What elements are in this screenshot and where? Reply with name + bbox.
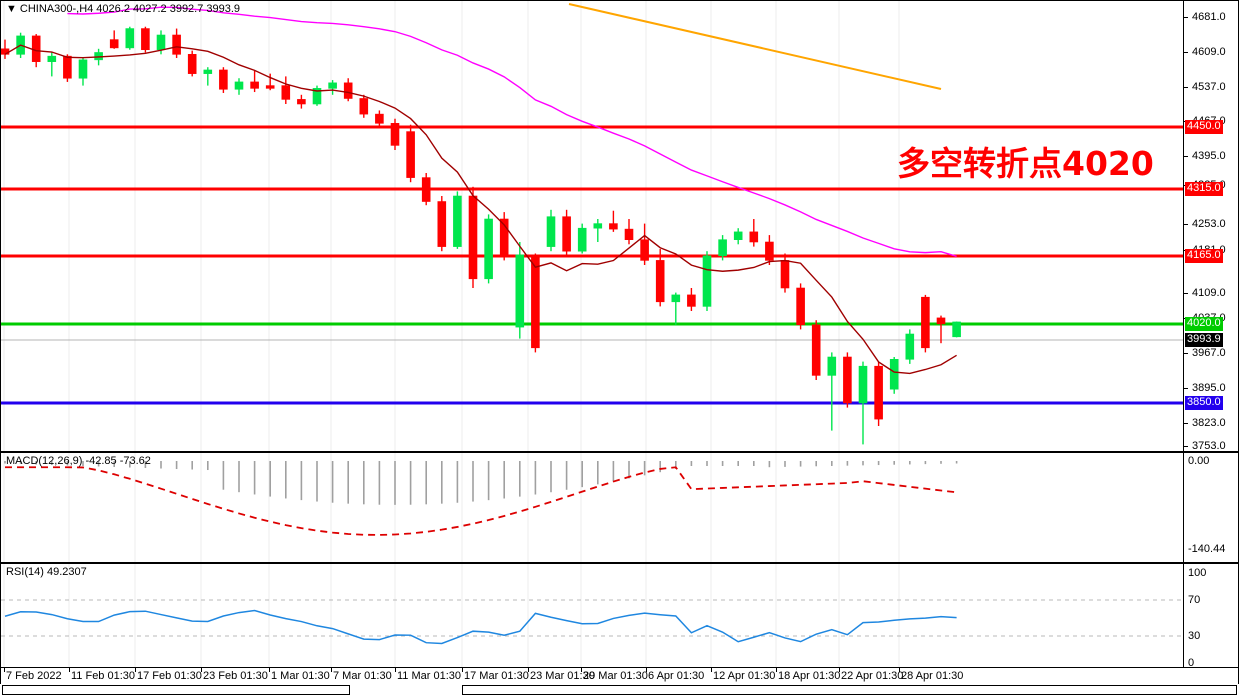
symbol-ohlc-text: CHINA300-,H4 4026.2 4027.2 3992.7 3993.9 xyxy=(19,3,241,15)
time-axis-label: 23 Mar 01:30 xyxy=(530,670,595,682)
time-axis-label: 29 Mar 01:30 xyxy=(583,670,648,682)
time-axis-label: 7 Mar 01:30 xyxy=(333,670,392,682)
rsi-tick-label: 30 xyxy=(1188,630,1201,642)
rsi-plot-area[interactable] xyxy=(1,564,1238,667)
price-tick-mark xyxy=(1184,17,1188,18)
time-tick-mark xyxy=(839,668,840,672)
time-tick-mark xyxy=(331,668,332,672)
macd-label: MACD(12,26,9) -42.85 -73.62 xyxy=(6,455,151,467)
time-tick-mark xyxy=(899,668,900,672)
rsi-tick-label: 70 xyxy=(1188,594,1201,606)
price-tick-mark xyxy=(1184,388,1188,389)
time-axis-label: 12 Apr 01:30 xyxy=(713,670,776,682)
price-tick-label: 4253.0 xyxy=(1192,218,1226,230)
price-tick-mark xyxy=(1184,353,1188,354)
macd-pane[interactable]: MACD(12,26,9) -42.85 -73.62 0.00 -140.44 xyxy=(0,452,1239,563)
price-level-tag[interactable]: 4315.0 xyxy=(1185,182,1223,196)
time-tick-mark xyxy=(646,668,647,672)
time-axis-label: 6 Apr 01:30 xyxy=(648,670,705,682)
price-level-tag[interactable]: 3993.9 xyxy=(1185,333,1223,347)
rsi-svg xyxy=(1,564,1184,667)
rsi-tick-label: 100 xyxy=(1188,567,1207,579)
time-axis-label: 7 Feb 2022 xyxy=(6,670,62,682)
time-tick-mark xyxy=(462,668,463,672)
price-tick-label: 4109.0 xyxy=(1192,287,1226,299)
price-tick-mark xyxy=(1184,293,1188,294)
horizontal-scrollbar[interactable] xyxy=(0,684,1239,695)
time-tick-mark xyxy=(528,668,529,672)
time-tick-mark xyxy=(201,668,202,672)
price-level-tag[interactable]: 4020.0 xyxy=(1185,317,1223,331)
price-tick-mark xyxy=(1184,87,1188,88)
rsi-axis: 100 70 30 0 xyxy=(1183,564,1238,669)
price-tick-label: 3967.0 xyxy=(1192,347,1226,359)
time-axis-label: 28 Apr 01:30 xyxy=(901,670,964,682)
price-level-tag[interactable]: 4450.0 xyxy=(1185,120,1223,134)
time-axis-label: 17 Mar 01:30 xyxy=(464,670,529,682)
time-tick-mark xyxy=(395,668,396,672)
rsi-tick-label: 0 xyxy=(1188,657,1195,669)
macd-svg xyxy=(3,453,958,562)
macd-plot-area[interactable] xyxy=(1,453,1238,562)
chart-menu-arrow-icon[interactable]: ▼ xyxy=(6,3,17,15)
macd-tick-label: 0.00 xyxy=(1188,455,1210,467)
price-tick-label: 3895.0 xyxy=(1192,382,1226,394)
chart-annotation-text: 多空转折点4020 xyxy=(897,144,1154,183)
price-tick-label: 4609.0 xyxy=(1192,46,1226,58)
rsi-pane[interactable]: RSI(14) 49.2307 100 70 30 0 xyxy=(0,563,1239,669)
price-tick-label: 4537.0 xyxy=(1192,81,1226,93)
price-tick-mark xyxy=(1184,224,1188,225)
time-axis-label: 23 Feb 01:30 xyxy=(203,670,268,682)
price-tick-label: 4681.0 xyxy=(1192,11,1226,23)
price-axis[interactable]: 4681.04609.04537.04467.04395.04325.04253… xyxy=(1183,1,1238,452)
time-tick-mark xyxy=(135,668,136,672)
time-axis-label: 1 Mar 01:30 xyxy=(271,670,330,682)
price-tick-label: 3823.0 xyxy=(1192,417,1226,429)
time-axis-label: 22 Apr 01:30 xyxy=(841,670,904,682)
price-tick-mark xyxy=(1184,52,1188,53)
rsi-label: RSI(14) 49.2307 xyxy=(6,566,87,578)
time-axis-label: 17 Feb 01:30 xyxy=(137,670,202,682)
price-tick-label: 4395.0 xyxy=(1192,150,1226,162)
price-chart-pane[interactable]: ▼ CHINA300-,H4 4026.2 4027.2 3992.7 3993.… xyxy=(0,0,1239,452)
time-tick-mark xyxy=(269,668,270,672)
time-tick-mark xyxy=(4,668,5,672)
time-tick-mark xyxy=(69,668,70,672)
price-candlestick-svg xyxy=(1,1,1184,451)
macd-tick-label: -140.44 xyxy=(1188,543,1226,555)
price-tick-label: 3753.0 xyxy=(1192,440,1226,452)
time-tick-mark xyxy=(711,668,712,672)
price-tick-mark xyxy=(1184,156,1188,157)
chart-symbol-header: ▼ CHINA300-,H4 4026.2 4027.2 3992.7 3993.… xyxy=(6,3,240,15)
time-axis[interactable]: 7 Feb 2022 11 Feb 01:30 17 Feb 01:30 23 Feb… xyxy=(0,668,1239,684)
price-plot-area[interactable] xyxy=(1,1,1238,451)
price-level-tag[interactable]: 3850.0 xyxy=(1185,396,1223,410)
price-tick-mark xyxy=(1184,446,1188,447)
macd-axis: 0.00 -140.44 xyxy=(1183,453,1238,562)
time-axis-label: 11 Feb 01:30 xyxy=(71,670,136,682)
time-tick-mark xyxy=(581,668,582,672)
time-axis-label: 18 Apr 01:30 xyxy=(778,670,841,682)
time-axis-label: 11 Mar 01:30 xyxy=(397,670,462,682)
price-tick-mark xyxy=(1184,423,1188,424)
time-tick-mark xyxy=(776,668,777,672)
price-level-tag[interactable]: 4165.0 xyxy=(1185,249,1223,263)
